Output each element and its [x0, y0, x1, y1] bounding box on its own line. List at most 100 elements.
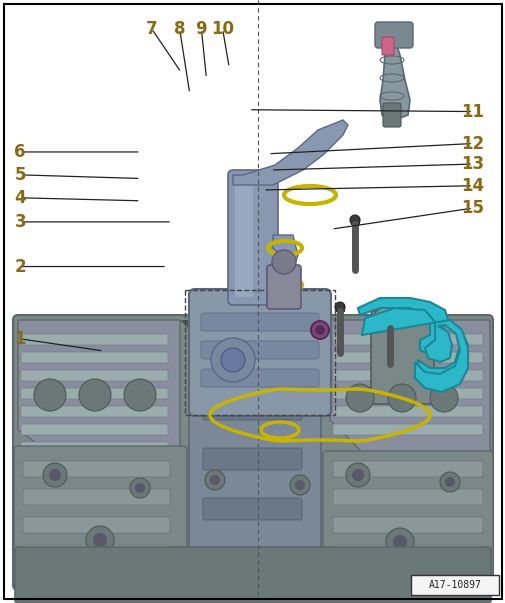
- Circle shape: [210, 475, 220, 485]
- FancyBboxPatch shape: [23, 545, 170, 561]
- Bar: [410, 575, 498, 595]
- Circle shape: [294, 480, 305, 490]
- Text: 14: 14: [461, 177, 484, 195]
- FancyBboxPatch shape: [200, 313, 318, 331]
- Text: 1: 1: [15, 330, 26, 348]
- FancyBboxPatch shape: [203, 448, 301, 470]
- Text: 7: 7: [146, 20, 157, 38]
- FancyBboxPatch shape: [267, 265, 300, 309]
- Polygon shape: [252, 320, 329, 380]
- FancyBboxPatch shape: [23, 489, 170, 505]
- Circle shape: [49, 469, 61, 481]
- Text: A17-10897: A17-10897: [428, 580, 480, 590]
- Circle shape: [211, 338, 255, 382]
- Circle shape: [221, 348, 244, 372]
- Polygon shape: [379, 40, 409, 120]
- Text: 6: 6: [15, 143, 26, 161]
- FancyBboxPatch shape: [332, 545, 482, 561]
- Circle shape: [444, 477, 454, 487]
- Text: 5: 5: [15, 166, 26, 184]
- Circle shape: [93, 533, 107, 547]
- FancyBboxPatch shape: [21, 370, 168, 381]
- Circle shape: [272, 250, 295, 274]
- Circle shape: [428, 340, 444, 356]
- Bar: [185, 290, 334, 415]
- Text: 11: 11: [461, 103, 484, 121]
- Circle shape: [205, 470, 225, 490]
- Circle shape: [351, 469, 363, 481]
- Bar: [335, 305, 343, 311]
- FancyBboxPatch shape: [200, 369, 318, 387]
- Circle shape: [384, 319, 394, 329]
- FancyBboxPatch shape: [332, 406, 482, 417]
- Text: 12: 12: [461, 134, 484, 153]
- Circle shape: [387, 384, 415, 412]
- FancyBboxPatch shape: [332, 461, 482, 477]
- FancyBboxPatch shape: [332, 388, 482, 399]
- FancyBboxPatch shape: [21, 334, 168, 345]
- FancyBboxPatch shape: [332, 334, 482, 345]
- FancyBboxPatch shape: [322, 451, 492, 589]
- FancyBboxPatch shape: [332, 370, 482, 381]
- FancyBboxPatch shape: [21, 406, 168, 417]
- FancyBboxPatch shape: [332, 352, 482, 363]
- Bar: [350, 218, 358, 224]
- Circle shape: [345, 463, 369, 487]
- Polygon shape: [329, 320, 489, 475]
- FancyBboxPatch shape: [21, 352, 168, 363]
- Polygon shape: [361, 308, 467, 392]
- FancyBboxPatch shape: [370, 311, 433, 404]
- Circle shape: [334, 302, 344, 312]
- Circle shape: [135, 483, 145, 493]
- Text: 15: 15: [461, 199, 484, 217]
- FancyBboxPatch shape: [23, 517, 170, 533]
- Text: 3: 3: [15, 213, 26, 231]
- FancyBboxPatch shape: [21, 442, 168, 453]
- Circle shape: [124, 379, 156, 411]
- Circle shape: [79, 379, 111, 411]
- FancyBboxPatch shape: [13, 315, 492, 590]
- FancyBboxPatch shape: [23, 461, 170, 477]
- FancyBboxPatch shape: [382, 103, 400, 127]
- FancyBboxPatch shape: [234, 178, 252, 297]
- FancyBboxPatch shape: [228, 170, 277, 305]
- FancyBboxPatch shape: [381, 37, 393, 55]
- FancyBboxPatch shape: [332, 424, 482, 435]
- FancyBboxPatch shape: [203, 398, 301, 420]
- Circle shape: [439, 472, 459, 492]
- Polygon shape: [273, 235, 297, 270]
- Circle shape: [130, 478, 149, 498]
- Polygon shape: [358, 298, 467, 388]
- Bar: [385, 322, 393, 328]
- Polygon shape: [18, 320, 180, 470]
- FancyBboxPatch shape: [332, 489, 482, 505]
- Circle shape: [345, 384, 373, 412]
- FancyBboxPatch shape: [200, 341, 318, 359]
- Circle shape: [392, 535, 406, 549]
- Text: 10: 10: [211, 20, 234, 38]
- Circle shape: [315, 325, 324, 335]
- Polygon shape: [180, 320, 252, 380]
- FancyBboxPatch shape: [203, 498, 301, 520]
- Text: 4: 4: [15, 189, 26, 207]
- Circle shape: [311, 321, 328, 339]
- Circle shape: [289, 475, 310, 495]
- Text: 2: 2: [15, 257, 26, 276]
- Text: 9: 9: [195, 20, 207, 38]
- FancyBboxPatch shape: [21, 388, 168, 399]
- Circle shape: [34, 379, 66, 411]
- FancyBboxPatch shape: [14, 446, 187, 589]
- Circle shape: [385, 528, 413, 556]
- FancyBboxPatch shape: [189, 289, 330, 416]
- FancyBboxPatch shape: [189, 359, 320, 601]
- Text: 13: 13: [461, 155, 484, 173]
- Circle shape: [86, 526, 114, 554]
- Text: 8: 8: [174, 20, 185, 38]
- FancyBboxPatch shape: [15, 547, 490, 603]
- Circle shape: [429, 384, 457, 412]
- Polygon shape: [232, 120, 347, 185]
- Circle shape: [43, 463, 67, 487]
- FancyBboxPatch shape: [374, 22, 412, 48]
- Circle shape: [349, 215, 359, 225]
- Ellipse shape: [374, 305, 429, 325]
